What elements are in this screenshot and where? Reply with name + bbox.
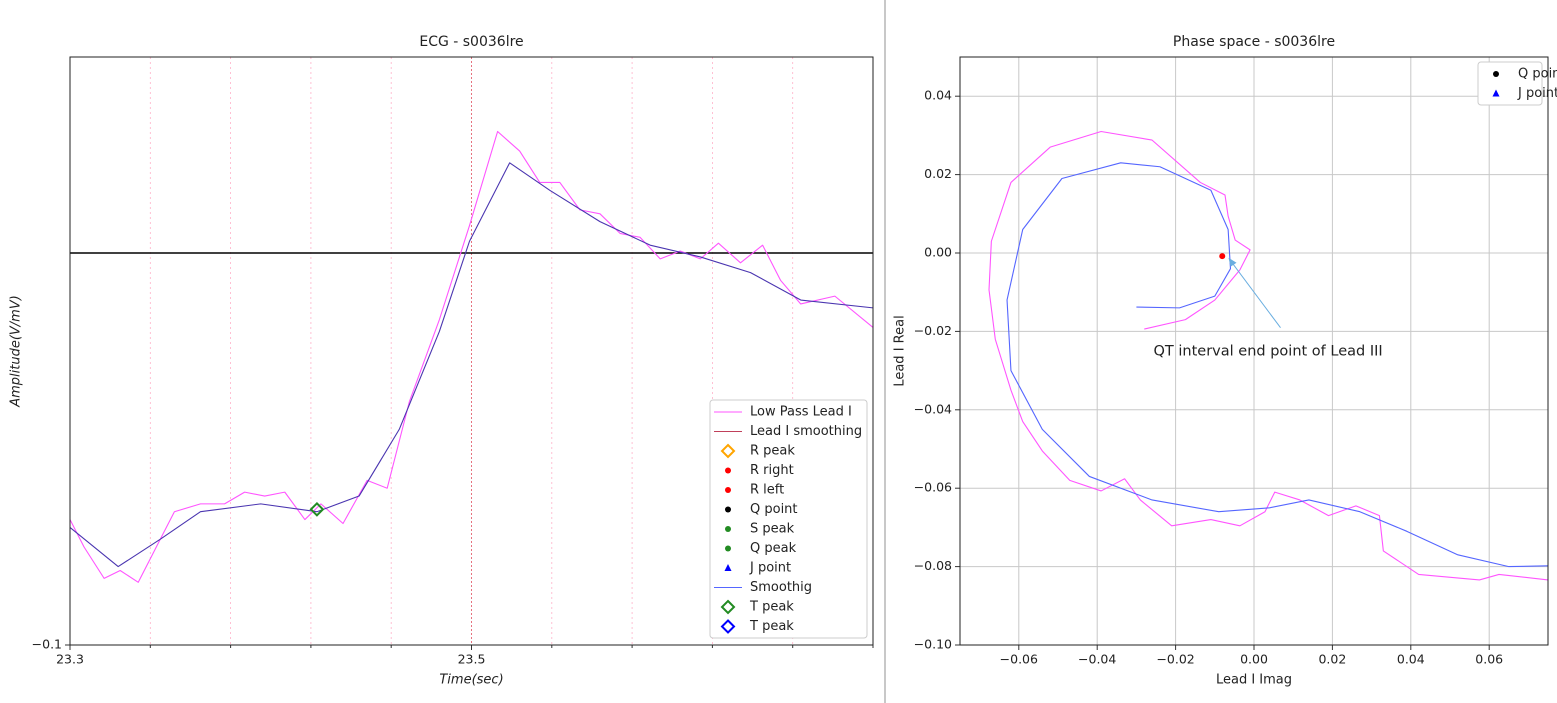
- legend-label: Smoothig: [750, 580, 812, 595]
- y-tick-label: 0.02: [924, 166, 952, 181]
- legend-label: J point: [1517, 86, 1557, 101]
- legend-swatch: [720, 599, 736, 615]
- y-tick-label: −0.08: [914, 558, 952, 573]
- x-axis-label: Time(sec): [439, 673, 503, 688]
- y-tick-label: −0.02: [914, 323, 952, 338]
- arrow-head: [1228, 257, 1237, 267]
- y-tick-label: −0.10: [914, 637, 952, 652]
- y-tick-label: −0.1: [32, 637, 62, 652]
- legend-swatch: [725, 506, 731, 513]
- legend-label: R right: [750, 463, 794, 478]
- x-tick-label: 23.5: [458, 652, 486, 667]
- data-point: [309, 501, 325, 517]
- legend-label: Q peak: [750, 541, 797, 556]
- legend-swatch: [725, 526, 731, 532]
- legend-swatch: [1492, 89, 1500, 97]
- series-line: [69, 162, 874, 568]
- legend-swatch: [720, 619, 736, 634]
- legend-label: R peak: [750, 444, 795, 459]
- annotation: QT interval end point of Lead III: [1154, 344, 1383, 360]
- legend-label: Q point: [750, 502, 798, 517]
- legend-label: T peak: [749, 619, 794, 634]
- x-tick-label: 0.02: [1318, 652, 1346, 667]
- y-tick-label: 0.00: [924, 245, 952, 260]
- x-tick-label: 0.00: [1240, 652, 1268, 667]
- plot-frame: [959, 56, 1549, 646]
- x-tick-label: −0.04: [1078, 652, 1116, 667]
- legend-box: [709, 399, 868, 639]
- legend-swatch: [725, 487, 731, 493]
- y-axis-label: Lead I Real: [893, 315, 908, 386]
- chart-title: ECG - s0036lre: [419, 34, 523, 50]
- series-line: [69, 130, 874, 583]
- x-tick-label: −0.02: [1156, 652, 1194, 667]
- data-point: [1219, 253, 1226, 260]
- y-axis-label: Amplitude(V/mV): [9, 295, 24, 408]
- chart-title: Phase space - s0036lre: [1173, 34, 1335, 50]
- legend-swatch: [720, 443, 736, 459]
- legend-label: S peak: [750, 522, 795, 537]
- legend-label: J point: [749, 561, 791, 576]
- x-axis-label: Lead I Imag: [1216, 673, 1292, 688]
- annotation-arrow: [1230, 260, 1281, 329]
- y-tick-label: −0.04: [914, 401, 952, 416]
- legend-label: Lead I smoothing: [750, 424, 862, 439]
- series-line: [1006, 162, 1549, 568]
- y-tick-label: −0.06: [914, 480, 952, 495]
- x-tick-label: 0.06: [1475, 652, 1503, 667]
- legend-label: T peak: [749, 600, 794, 615]
- legend-label: R left: [750, 483, 784, 498]
- y-tick-label: 0.04: [924, 88, 952, 103]
- x-tick-label: −0.06: [1000, 652, 1038, 667]
- x-tick-label: 23.3: [56, 652, 84, 667]
- series-line: [988, 130, 1549, 581]
- legend-swatch: [725, 467, 731, 474]
- x-tick-label: 0.04: [1397, 652, 1425, 667]
- plot-frame: [69, 56, 874, 646]
- legend-swatch: [725, 545, 731, 552]
- legend-label: Q point: [1518, 67, 1557, 82]
- legend-swatch: [724, 564, 732, 571]
- legend-label: Low Pass Lead I: [750, 405, 852, 420]
- legend-swatch: [1493, 71, 1499, 77]
